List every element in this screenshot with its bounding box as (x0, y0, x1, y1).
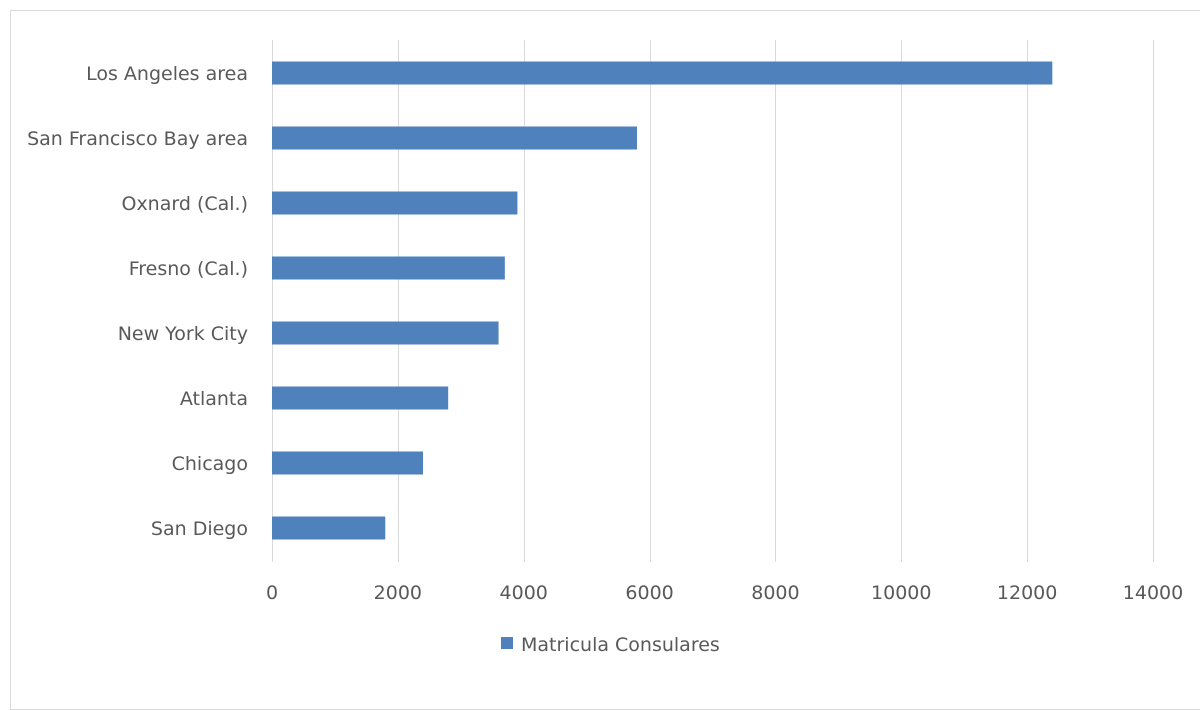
category-label: San Diego (151, 518, 248, 540)
category-label: Fresno (Cal.) (129, 258, 248, 280)
x-tick-label: 4000 (500, 582, 548, 604)
x-tick-labels: 0 2000 4000 6000 8000 10000 12000 14000 (266, 582, 1183, 604)
category-label: Oxnard (Cal.) (121, 193, 248, 215)
x-tick-label: 14000 (1123, 582, 1183, 604)
category-labels: Los Angeles area San Francisco Bay area Ox… (27, 63, 248, 540)
x-tick-label: 2000 (374, 582, 422, 604)
x-tick-label: 10000 (871, 582, 931, 604)
gridlines (273, 40, 1154, 562)
bar (272, 387, 448, 410)
legend: Matricula Consulares (501, 634, 720, 656)
x-tick-label: 0 (266, 582, 278, 604)
bars (272, 62, 1052, 540)
x-tick-label: 12000 (997, 582, 1057, 604)
category-label: Atlanta (180, 388, 248, 410)
bar (272, 192, 517, 215)
category-label: Chicago (172, 453, 248, 475)
category-label: New York City (118, 323, 248, 345)
bar (272, 127, 637, 150)
x-tick-label: 6000 (625, 582, 673, 604)
bar (272, 322, 499, 345)
category-label: San Francisco Bay area (27, 128, 248, 150)
bar (272, 257, 505, 280)
bar-chart: Los Angeles area San Francisco Bay area Ox… (0, 0, 1200, 677)
legend-swatch (501, 637, 513, 649)
bar (272, 452, 423, 475)
bar (272, 62, 1052, 85)
legend-label: Matricula Consulares (521, 634, 720, 656)
bar (272, 517, 385, 540)
category-label: Los Angeles area (86, 63, 248, 85)
x-tick-label: 8000 (751, 582, 799, 604)
